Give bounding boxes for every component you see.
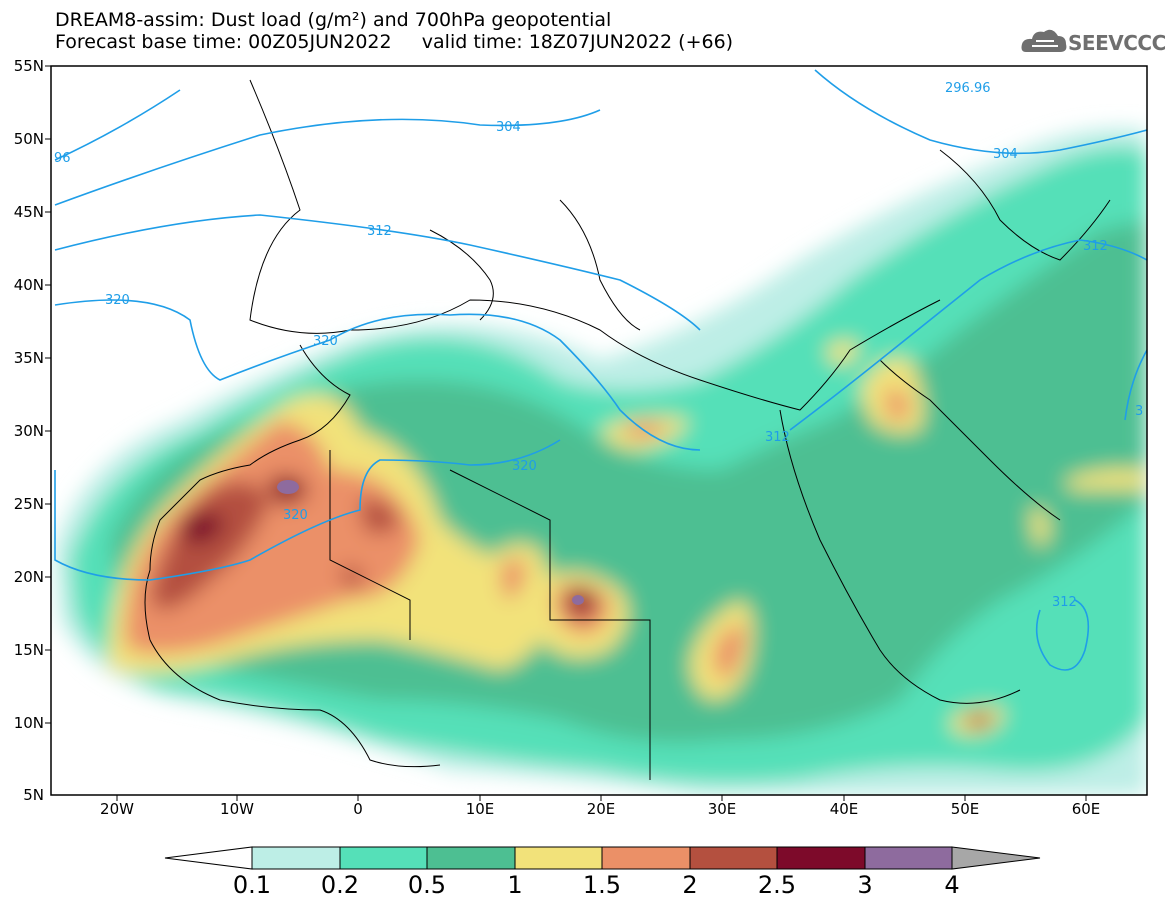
- colorbar-bin: [251, 846, 341, 870]
- geopotential-contours: [54, 69, 1147, 671]
- colorbar-bin: [339, 846, 428, 870]
- contour-label: 320: [313, 334, 338, 349]
- colorbar-bin: [776, 846, 866, 870]
- lat-label: 25N: [13, 495, 44, 513]
- lon-label: 40E: [829, 800, 859, 818]
- contour-label: 312: [1052, 595, 1077, 610]
- colorbar-right-arrow: [951, 846, 1041, 870]
- lon-label: 10E: [465, 800, 495, 818]
- colorbar-tick: 0.1: [232, 871, 272, 899]
- colorbar-left-arrow: [164, 846, 253, 870]
- lat-label: 50N: [13, 130, 44, 148]
- lon-label: 10W: [220, 800, 254, 818]
- dust-field: [51, 66, 1147, 795]
- colorbar-bin: [689, 846, 778, 870]
- lat-label: 30N: [13, 422, 44, 440]
- cloud-icon: [1021, 29, 1067, 52]
- axis-ticks: [45, 65, 1087, 801]
- lon-label: 20E: [586, 800, 616, 818]
- colorbar-bin: [426, 846, 516, 870]
- colorbar-tick: 0.2: [320, 871, 360, 899]
- lon-label: 0: [353, 800, 363, 818]
- contour-label: 96: [54, 151, 71, 166]
- lon-label: 20W: [100, 800, 134, 818]
- contour-label: 312: [765, 430, 790, 445]
- contour-label: 320: [105, 293, 130, 308]
- contour-label: 312: [1083, 239, 1108, 254]
- colorbar-tick: 3: [857, 871, 873, 899]
- lat-label: 45N: [13, 203, 44, 221]
- seevccc-logo: SEEVCCC: [1068, 31, 1165, 55]
- peak-marker: [277, 480, 299, 494]
- lon-label: 30E: [707, 800, 737, 818]
- colorbar-tick: 1: [507, 871, 523, 899]
- contour-label: 3: [1135, 404, 1143, 419]
- lat-label: 10N: [13, 714, 44, 732]
- lat-label: 40N: [13, 276, 44, 294]
- map-title: DREAM8-assim: Dust load (g/m²) and 700hP…: [55, 9, 612, 31]
- contour-label: 304: [496, 120, 521, 135]
- lat-label: 55N: [13, 57, 44, 75]
- colorbar-tick: 2: [682, 871, 698, 899]
- colorbar-bin: [864, 846, 953, 870]
- peak-marker: [572, 595, 584, 605]
- colorbar-tick: 0.5: [407, 871, 447, 899]
- lat-label: 35N: [13, 349, 44, 367]
- lat-label: 5N: [23, 786, 44, 804]
- lat-label: 20N: [13, 568, 44, 586]
- lat-label: 15N: [13, 641, 44, 659]
- map-subtitle: Forecast base time: 00Z05JUN2022 valid t…: [55, 31, 734, 53]
- contour-label: 304: [993, 147, 1018, 162]
- contour-label: 320: [512, 459, 537, 474]
- colorbar-bin: [514, 846, 603, 870]
- colorbar-tick: 2.5: [757, 871, 797, 899]
- colorbar-bin: [601, 846, 691, 870]
- coastlines: [144, 79, 1111, 780]
- lon-label: 60E: [1071, 800, 1101, 818]
- colorbar-tick: 1.5: [582, 871, 622, 899]
- contour-label: 312: [367, 224, 392, 239]
- contour-label: 296.96: [945, 81, 991, 96]
- colorbar: [164, 846, 1041, 870]
- lon-label: 50E: [950, 800, 980, 818]
- colorbar-tick: 4: [944, 871, 960, 899]
- contour-labels: 296.96 304 312 320 320 320 320 312 304 3…: [54, 81, 1143, 610]
- contour-label: 320: [283, 508, 308, 523]
